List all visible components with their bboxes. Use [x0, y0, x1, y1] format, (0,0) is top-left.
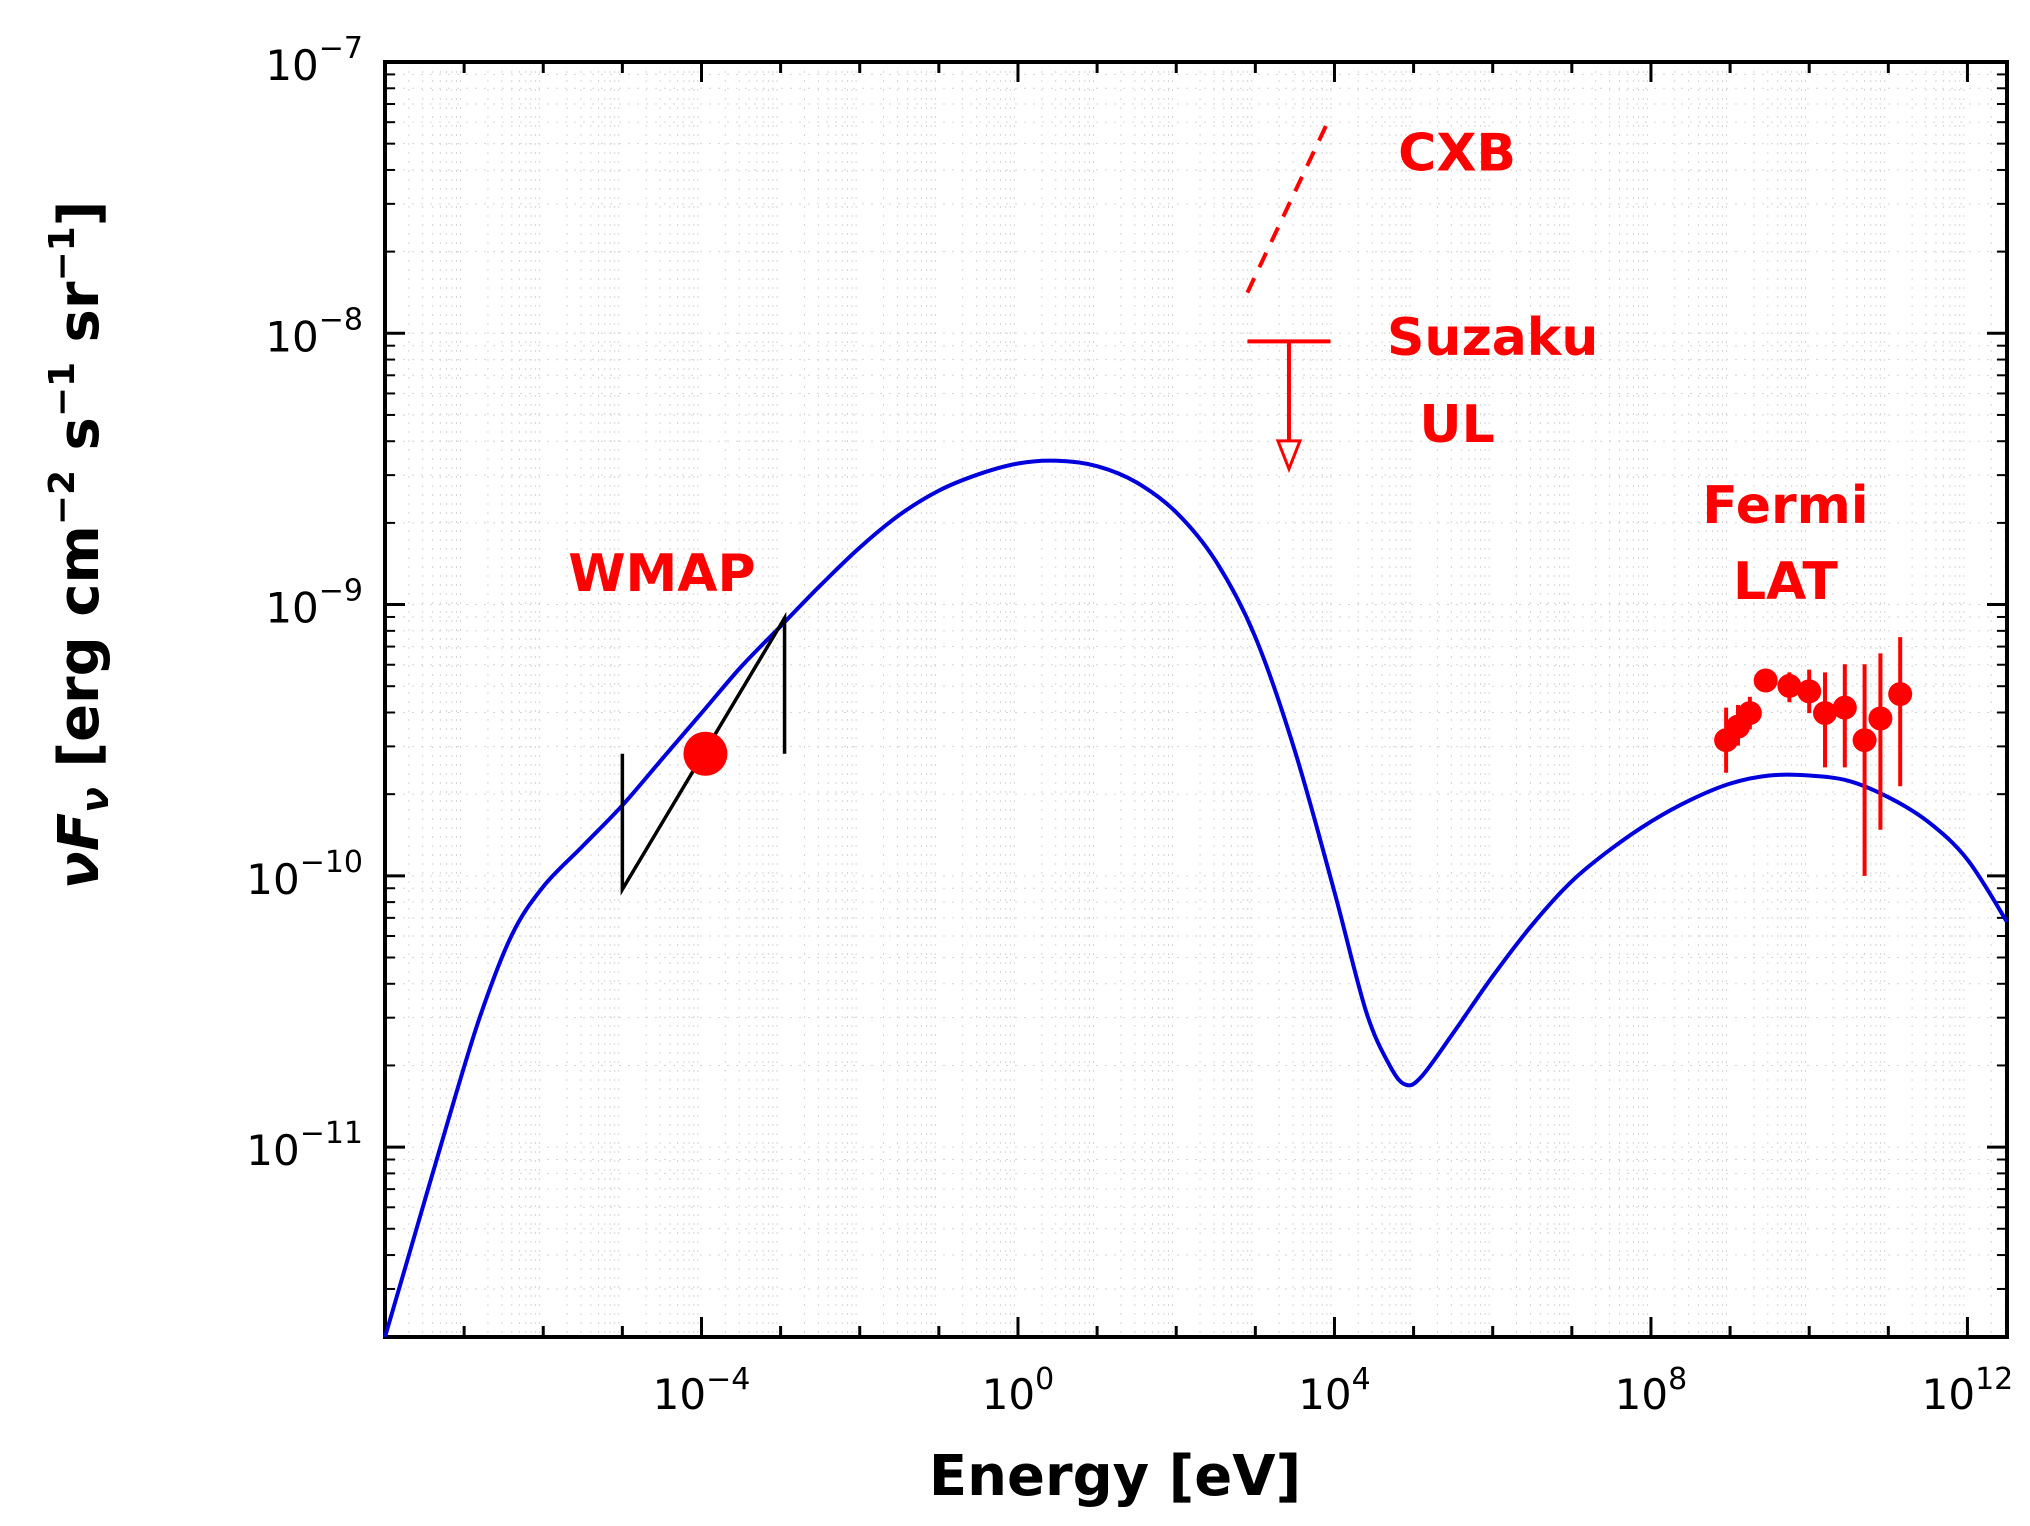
fermi-point: [1753, 668, 1778, 693]
fermi-point: [1852, 728, 1877, 753]
annotation-label: Suzaku: [1387, 308, 1598, 368]
suzaku-ul-arrowhead: [1275, 439, 1303, 474]
fermi-point: [1813, 701, 1838, 726]
x-tick-label: 10−4: [653, 1362, 751, 1419]
annotation-label: CXB: [1398, 124, 1516, 184]
wmap-points: [683, 731, 728, 776]
x-tick-label: 108: [1615, 1362, 1688, 1419]
annotation-label: Fermi: [1702, 476, 1868, 536]
svg-text:νFν [erg cm−2 s−1 sr−1]: νFν [erg cm−2 s−1 sr−1]: [42, 201, 117, 890]
y-tick-label: 10−9: [265, 574, 363, 633]
minor-grid: [385, 61, 2007, 1338]
y-tick-labels: 10−7 10−8 10−9 10−10 10−11: [246, 31, 363, 1175]
annotation-label: WMAP: [568, 544, 755, 604]
x-tick-label: 104: [1298, 1362, 1371, 1419]
axis-ticks: [383, 60, 2007, 1338]
suzaku-upper-limit: [1247, 339, 1331, 474]
model-curve: [383, 458, 2009, 1338]
fermi-point: [1777, 673, 1802, 698]
cxb-dashed-line: [1245, 115, 1333, 294]
fermi-point: [1737, 701, 1762, 726]
fermi-point: [1868, 706, 1893, 731]
plot-frame: [383, 60, 2009, 1339]
x-tick-label: 100: [982, 1362, 1055, 1419]
y-axis-label: νFν [erg cm−2 s−1 sr−1]: [42, 201, 117, 890]
y-tick-label: 10−10: [246, 845, 363, 904]
y-tick-label: 10−7: [265, 31, 363, 90]
fermi-lat-points: [1714, 637, 1913, 876]
y-tick-label: 10−8: [265, 302, 363, 361]
y-tick-label: 10−11: [246, 1116, 363, 1175]
fermi-point: [1888, 682, 1913, 707]
x-axis-label: Energy [eV]: [929, 1444, 1301, 1509]
wmap-point: [683, 731, 728, 776]
annotations: WMAP CXB Suzaku UL Fermi LAT: [568, 124, 1868, 613]
x-tick-label: 1012: [1922, 1362, 2014, 1419]
annotation-label: LAT: [1733, 552, 1838, 612]
fermi-point: [1832, 695, 1857, 720]
x-tick-labels: 10−4 100 104 108 1012: [653, 1362, 2014, 1419]
fermi-point: [1797, 679, 1822, 704]
annotation-label: UL: [1419, 395, 1494, 455]
